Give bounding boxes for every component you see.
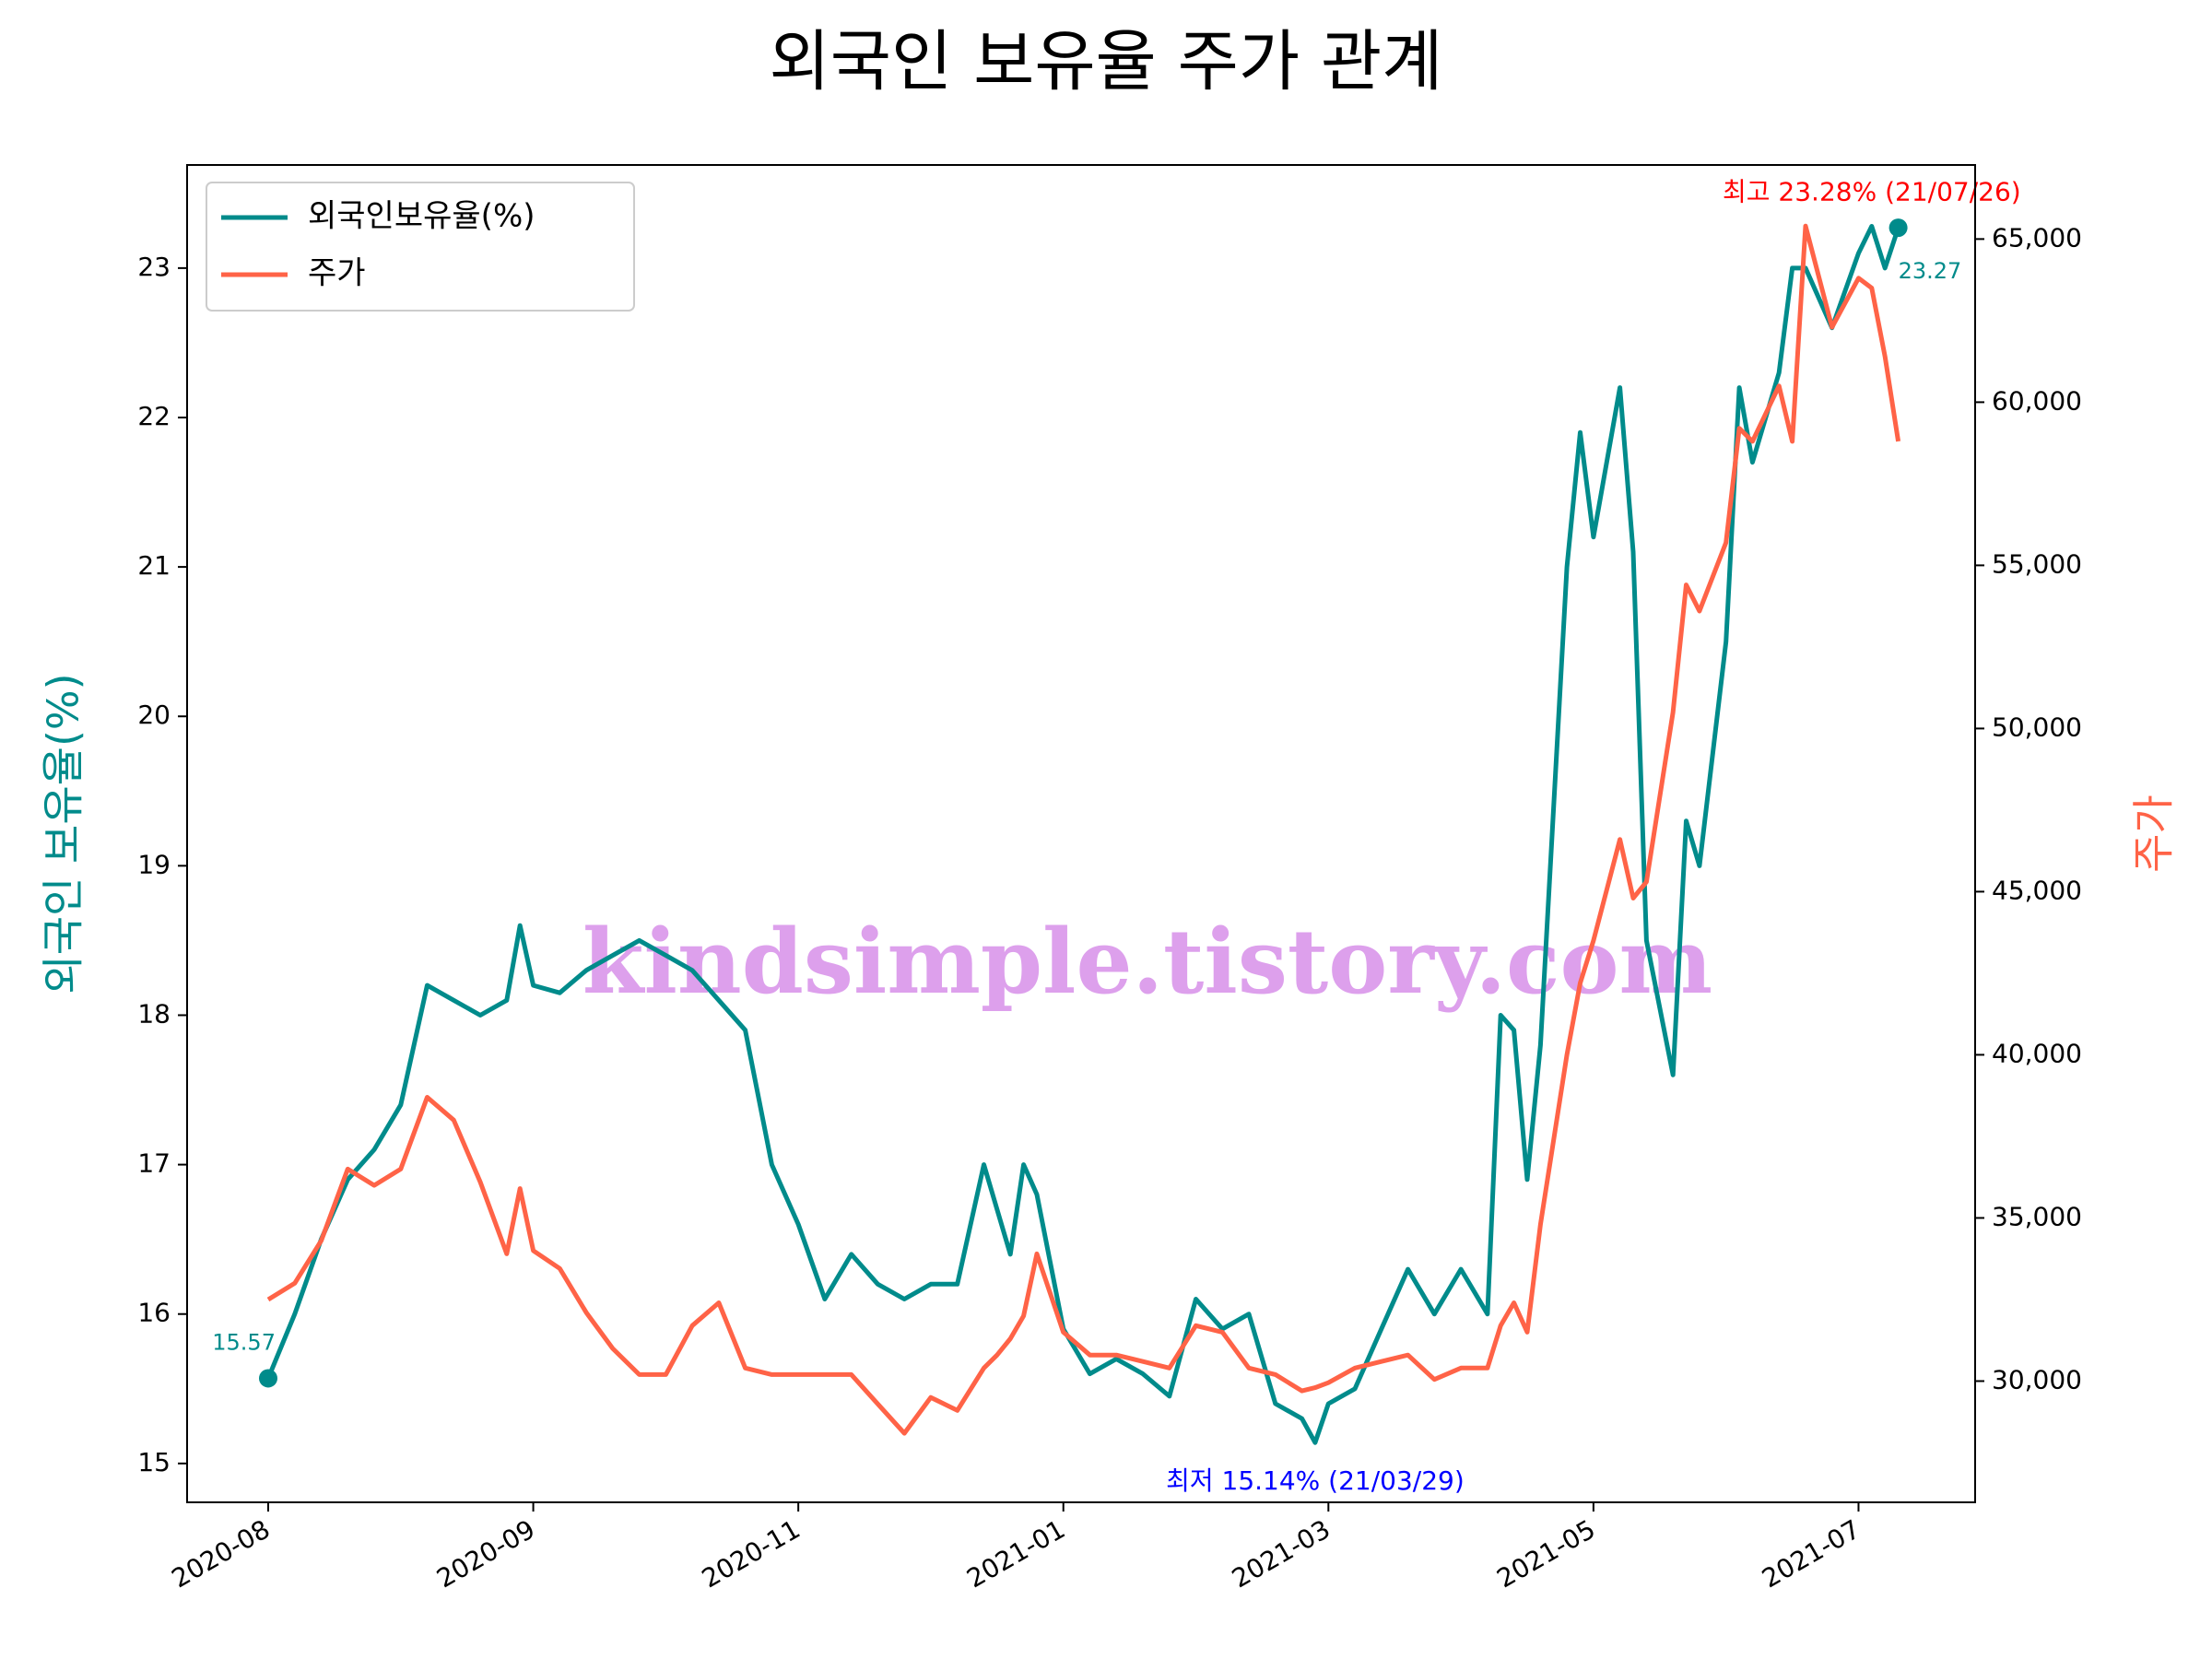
y-tick-label: 17 bbox=[137, 1148, 171, 1179]
y2-axis-label: 주가 bbox=[2129, 794, 2179, 873]
annotation-min: 최저 15.14% (21/03/29) bbox=[1166, 1465, 1465, 1496]
chart-title: 외국인 보유율 주가 관계 bbox=[769, 23, 1442, 100]
legend-label: 주가 bbox=[308, 255, 366, 292]
y2-tick-label: 50,000 bbox=[1992, 712, 2082, 742]
endpoint-label: 23.27 bbox=[1899, 258, 1962, 284]
y-tick-label: 18 bbox=[137, 998, 171, 1029]
legend-box bbox=[206, 182, 635, 312]
y-axis-label: 외국인 보유율(%) bbox=[39, 673, 88, 994]
y2-tick-label: 30,000 bbox=[1992, 1364, 2082, 1394]
endpoint-label: 15.57 bbox=[212, 1329, 276, 1355]
y-tick-label: 15 bbox=[137, 1447, 171, 1477]
legend-label: 외국인보유율(%) bbox=[308, 198, 535, 235]
endpoint-dot bbox=[258, 1369, 277, 1388]
line-series bbox=[265, 224, 1900, 1445]
annotation-max: 최고 23.28% (21/07/26) bbox=[1723, 176, 2021, 206]
y2-tick-label: 35,000 bbox=[1992, 1201, 2082, 1231]
y2-tick-label: 55,000 bbox=[1992, 548, 2082, 579]
watermark: kindsimple.tistory.com bbox=[582, 910, 1712, 1014]
y2-tick-label: 60,000 bbox=[1992, 385, 2082, 416]
plot-frame bbox=[186, 164, 1976, 1503]
y-tick-label: 23 bbox=[137, 252, 171, 282]
y-tick-label: 16 bbox=[137, 1298, 171, 1328]
y-tick-label: 20 bbox=[137, 700, 171, 730]
y2-tick-label: 45,000 bbox=[1992, 875, 2082, 905]
line-series bbox=[266, 223, 1901, 1436]
y-tick-label: 22 bbox=[137, 401, 171, 431]
y2-tick-label: 40,000 bbox=[1992, 1038, 2082, 1068]
y-tick-label: 21 bbox=[137, 550, 171, 581]
y2-tick-label: 65,000 bbox=[1992, 222, 2082, 253]
endpoint-dot bbox=[1888, 218, 1908, 238]
y-tick-label: 19 bbox=[137, 849, 171, 879]
